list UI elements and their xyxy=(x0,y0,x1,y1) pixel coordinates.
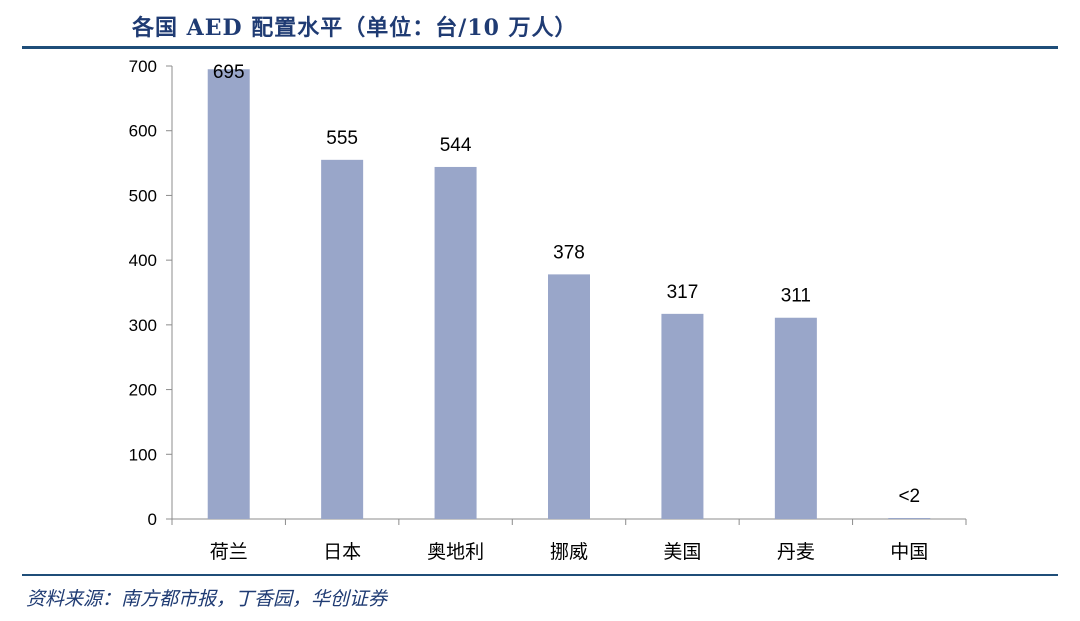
data-label: 378 xyxy=(553,242,585,263)
data-label: 544 xyxy=(440,135,472,156)
bar xyxy=(434,166,477,519)
bar xyxy=(207,69,250,519)
y-tick-label: 200 xyxy=(129,381,157,400)
y-tick-label: 500 xyxy=(129,186,157,205)
source-divider xyxy=(22,574,1058,576)
x-category-label: 奥地利 xyxy=(427,541,484,563)
chart-title: 各国 AED 配置水平（单位：台/10 万人） xyxy=(132,15,578,41)
x-category-label: 日本 xyxy=(323,541,361,563)
data-label: 311 xyxy=(781,286,811,307)
y-tick-label: 100 xyxy=(129,445,157,464)
x-category-label: 丹麦 xyxy=(777,541,815,563)
title-divider xyxy=(22,46,1058,49)
x-category-label: 美国 xyxy=(663,541,701,563)
bar xyxy=(661,313,704,519)
source-note: 资料来源：南方都市报，丁香园，华创证券 xyxy=(26,588,388,610)
data-label: 317 xyxy=(667,282,699,303)
bar xyxy=(321,159,364,520)
y-tick-label: 600 xyxy=(129,122,157,141)
y-tick-label: 0 xyxy=(148,510,157,529)
bar xyxy=(774,317,817,519)
x-category-label: 中国 xyxy=(890,541,928,563)
y-tick-label: 700 xyxy=(129,57,157,76)
bar xyxy=(548,274,590,519)
data-label: 695 xyxy=(213,62,245,83)
x-category-label: 挪威 xyxy=(550,541,588,563)
x-category-label: 荷兰 xyxy=(210,541,248,563)
y-tick-label: 400 xyxy=(129,251,157,270)
bar xyxy=(888,518,931,519)
data-label: 555 xyxy=(326,128,358,149)
data-label: <2 xyxy=(898,486,920,507)
y-tick-label: 300 xyxy=(129,316,157,335)
